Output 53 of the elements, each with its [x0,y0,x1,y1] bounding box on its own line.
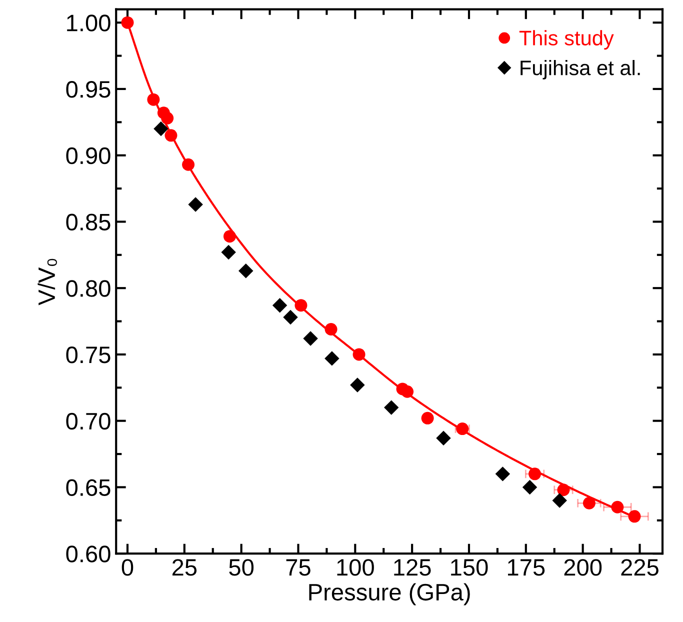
x-tick-label: 175 [508,559,545,576]
point [557,484,570,496]
point [154,121,168,136]
point [528,468,542,480]
y-tick-label: 0.95 [66,81,110,98]
y-tick-label: 0.90 [66,147,110,164]
y-tick-label: 0.85 [66,214,110,231]
x-tick-label: 0 [122,559,134,576]
legend-label: Fujihisa et al. [520,60,640,80]
point [582,496,596,510]
point [401,385,414,398]
point [350,378,365,392]
y-tick-label: 0.65 [66,479,110,496]
point [272,298,288,313]
point [384,400,399,415]
legend-label: This study [519,30,614,50]
point [294,299,308,312]
point [421,412,434,424]
point [283,310,298,325]
point [611,500,624,514]
x-tick-label: 75 [286,559,310,576]
point [436,430,451,446]
x-tick-label: 100 [337,559,374,576]
x-tick-label: 200 [564,559,602,576]
point [324,351,340,366]
point [147,93,160,106]
point [164,129,178,142]
x-tick-label: 50 [229,559,254,576]
x-tick-label: 150 [451,559,488,576]
x-axis-title: Pressure (GPa) [309,583,470,606]
point [238,263,254,278]
x-tick-label: 125 [394,559,431,576]
point [121,16,134,29]
point [628,510,641,523]
point [495,466,510,482]
y-tick-label: 0.60 [66,546,110,562]
x-tick-label: 25 [172,559,197,576]
point [324,322,338,336]
y-axis-title: V/V₀ [38,258,57,306]
point [522,480,538,495]
y-tick-label: 0.70 [66,412,110,430]
point [161,112,174,124]
point [182,158,195,171]
point [188,197,203,212]
x-tick-label: 225 [621,559,658,576]
point [303,331,318,346]
point [221,244,236,260]
point [223,230,236,243]
point [352,348,366,361]
point [552,493,567,508]
y-tick-label: 0.80 [66,280,110,297]
y-tick-label: 0.75 [66,346,110,364]
y-tick-label: 1.00 [67,14,110,32]
